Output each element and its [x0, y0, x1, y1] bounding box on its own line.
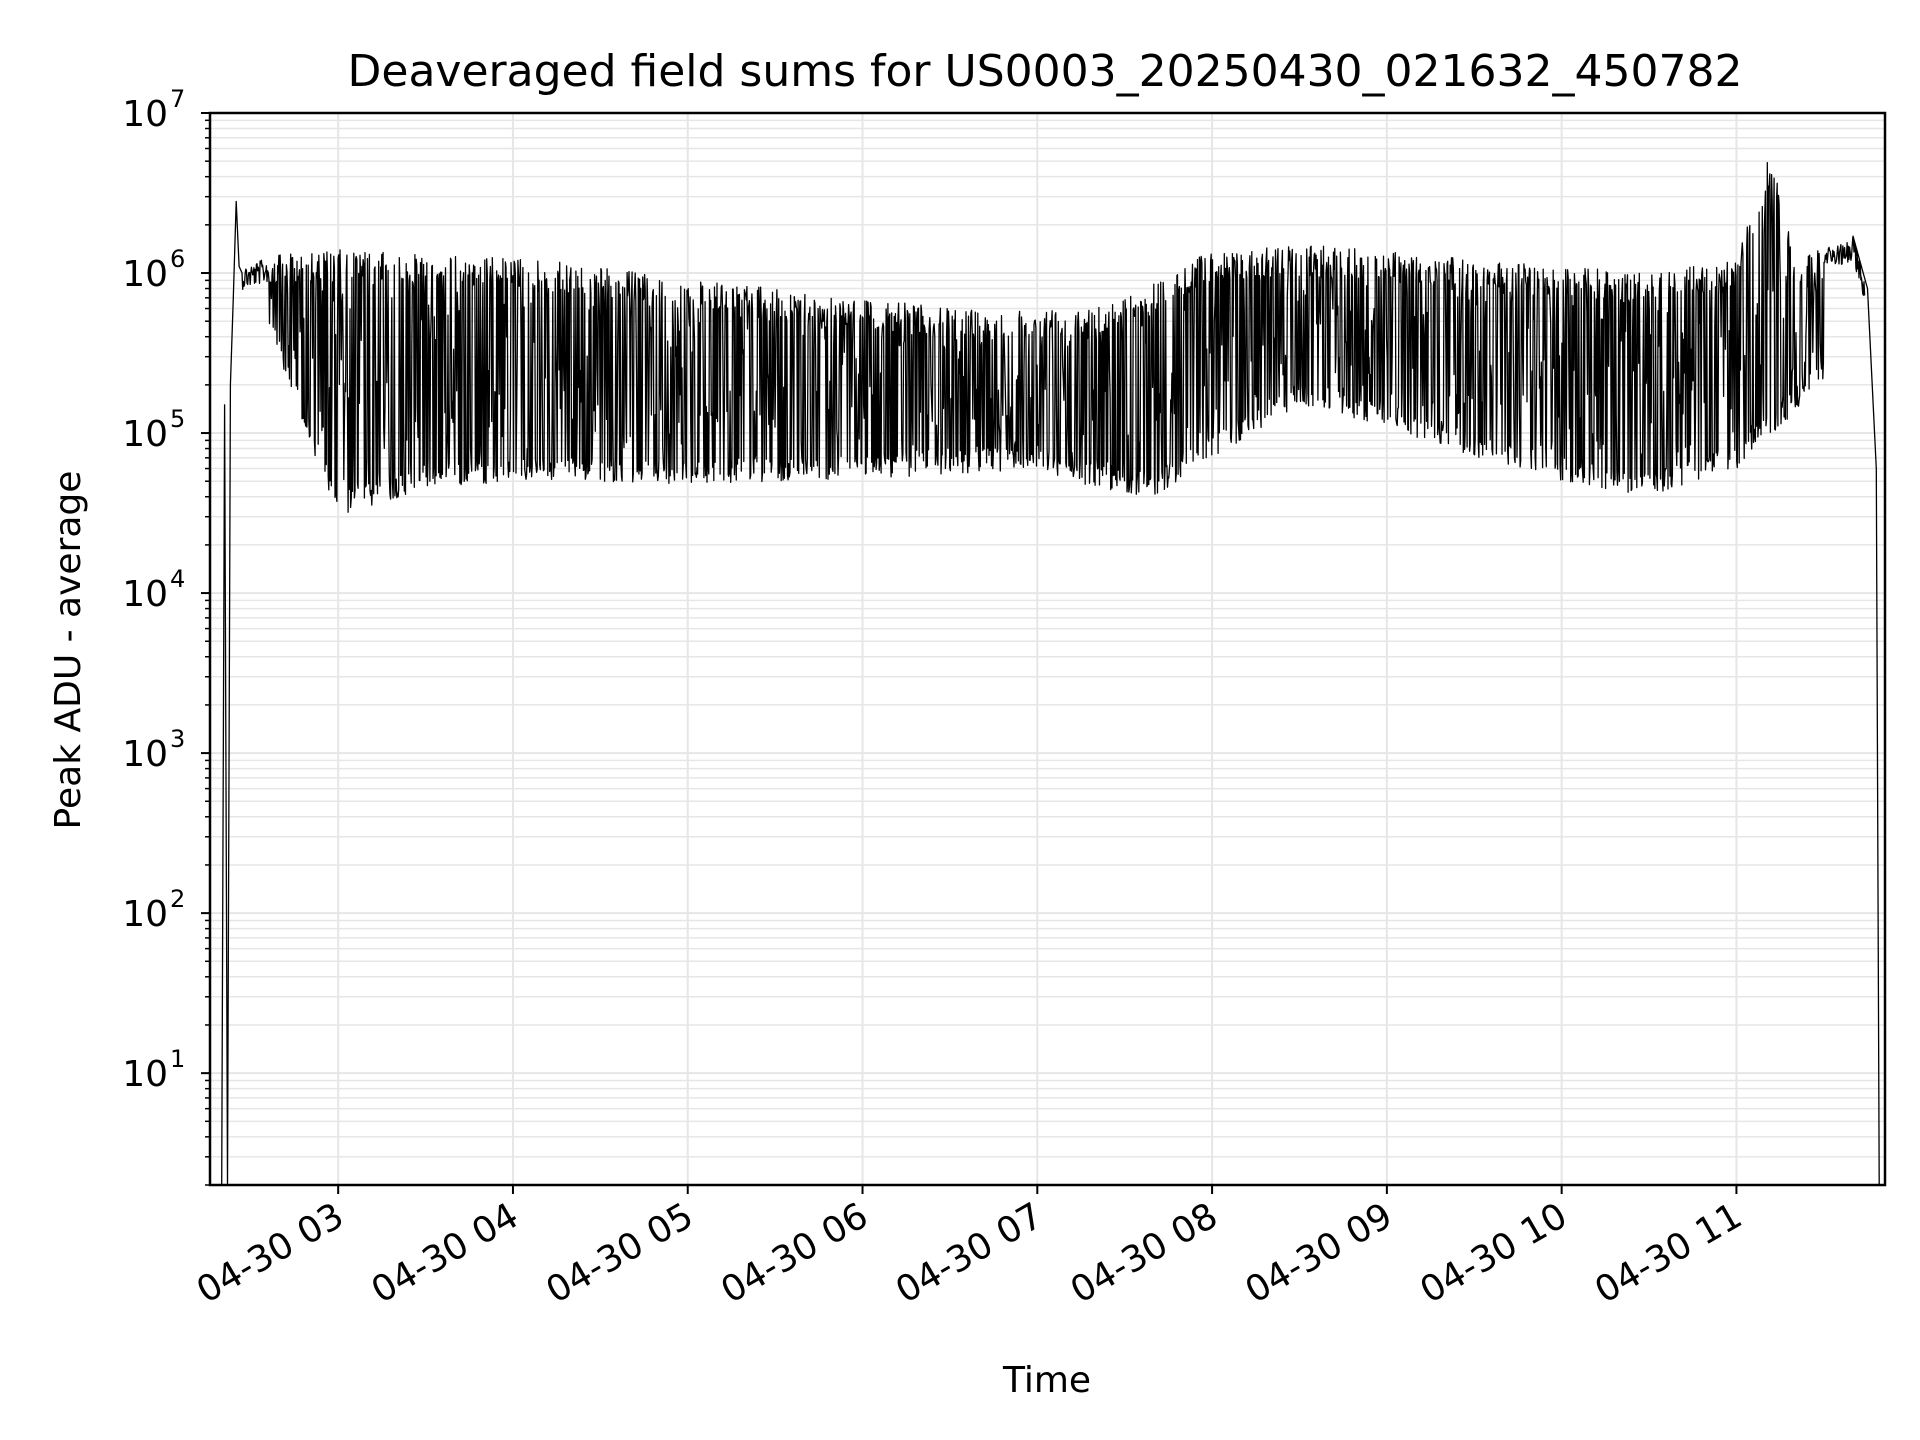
y-tick-label: 10	[122, 574, 168, 615]
y-tick-exponent: 3	[170, 725, 185, 753]
y-tick-exponent: 5	[170, 405, 185, 433]
plot-frame	[208, 111, 1887, 1187]
y-tick-exponent: 7	[170, 85, 185, 113]
chart-title: Deaveraged field sums for US0003_2025043…	[348, 46, 1743, 97]
y-tick-label: 10	[122, 254, 168, 295]
y-tick-exponent: 6	[170, 245, 185, 273]
series-group	[221, 161, 1880, 1186]
y-tick-label: 10	[122, 734, 168, 775]
y-tick-exponent: 2	[170, 885, 185, 913]
x-axis-label: Time	[1002, 1360, 1091, 1401]
y-tick-label: 10	[122, 414, 168, 455]
y-axis-label: Peak ADU - average	[48, 471, 89, 830]
y-tick-label: 10	[122, 1054, 168, 1095]
y-tick-exponent: 1	[170, 1045, 185, 1073]
y-tick-label: 10	[122, 94, 168, 135]
series-line	[221, 161, 1880, 1186]
y-tick-label: 10	[122, 894, 168, 935]
y-tick-exponent: 4	[170, 565, 185, 593]
